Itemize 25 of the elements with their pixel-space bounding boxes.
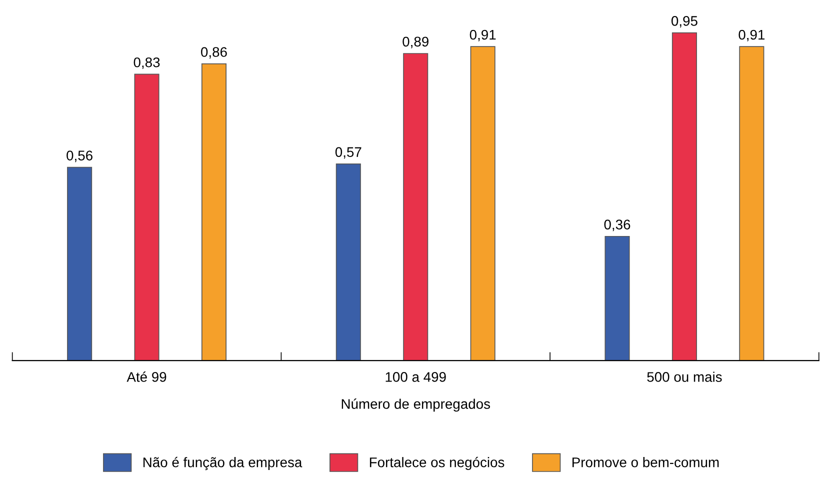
x-tick-label: Até 99 [126,372,166,382]
legend-label: Fortalece os negócios [370,456,504,470]
legend-label: Não é função da empresa [143,456,302,470]
data-label: 0,57 [335,147,362,159]
data-label: 0,95 [671,16,698,28]
data-label: 0,91 [470,30,496,42]
bar [201,63,226,361]
bar [403,53,428,361]
bar [604,236,630,361]
data-label: 0,36 [604,220,630,232]
bar [739,46,764,361]
bar [672,32,697,361]
x-tick-label: 100 a 499 [386,372,446,382]
x-axis-title: Número de empregados [342,398,490,412]
x-tick-label: 500 ou mais [647,372,722,382]
bar [134,74,160,361]
data-label: 0,86 [201,47,227,59]
legend-label: Promove o bem-comum [572,457,719,468]
data-label: 0,91 [738,30,765,42]
bar [336,163,361,361]
bar [470,46,496,361]
bar [67,166,92,361]
data-label: 0,83 [134,57,160,69]
data-label: 0,89 [402,36,428,48]
data-label: 0,56 [66,150,92,162]
